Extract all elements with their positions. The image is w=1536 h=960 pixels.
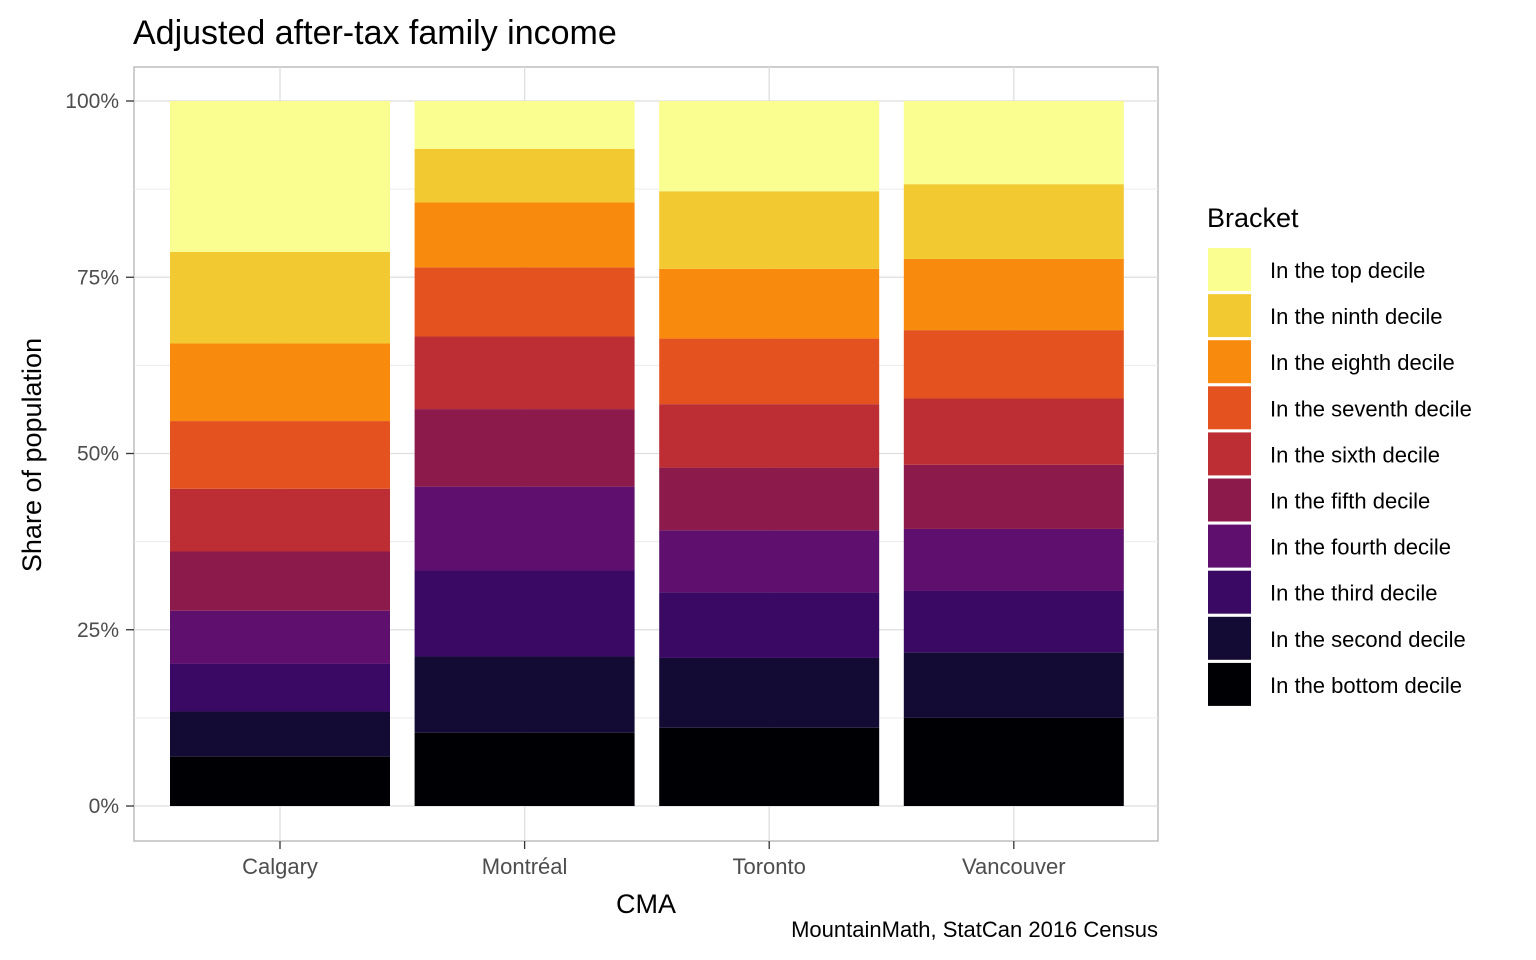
- bar-segment: [903, 717, 1124, 806]
- bar-segment: [414, 486, 635, 571]
- bar-segment: [414, 570, 635, 657]
- y-tick-label: 25%: [77, 619, 119, 642]
- y-tick-label: 100%: [65, 90, 119, 113]
- bar-segment: [903, 528, 1124, 591]
- bar-segment: [903, 258, 1124, 331]
- legend-title: Bracket: [1207, 203, 1299, 233]
- x-tick-label: Montréal: [482, 854, 568, 879]
- bar-segment: [170, 343, 390, 422]
- bar-segment: [170, 421, 390, 489]
- bar-segment: [659, 404, 880, 468]
- bar-segment: [170, 251, 390, 344]
- bar-segment: [903, 330, 1124, 399]
- legend-swatch: [1208, 294, 1251, 338]
- x-tick-label: Toronto: [733, 854, 806, 879]
- legend-swatch: [1208, 386, 1251, 430]
- bar-segment: [903, 590, 1124, 653]
- bar-segment: [903, 398, 1124, 465]
- bar-segment: [659, 727, 880, 806]
- x-tick-label: Calgary: [242, 854, 318, 879]
- bar-segment: [414, 267, 635, 337]
- bar-segment: [170, 711, 390, 757]
- legend-items: In the top decile In the ninth decile In t…: [1208, 248, 1472, 706]
- bar-segment: [903, 464, 1124, 529]
- y-axis-title: Share of population: [17, 338, 47, 572]
- legend-label: In the sixth decile: [1270, 442, 1440, 467]
- bar-segment: [170, 756, 390, 806]
- legend-swatch: [1208, 478, 1251, 522]
- legend-label: In the seventh decile: [1270, 396, 1472, 421]
- bar-segment: [659, 467, 880, 531]
- bar-segment: [903, 101, 1124, 185]
- bar-segment: [414, 336, 635, 410]
- y-tick-label: 0%: [89, 795, 119, 818]
- bar-segment: [659, 592, 880, 658]
- bar-segment: [170, 551, 390, 611]
- legend-label: In the second decile: [1270, 627, 1466, 652]
- bar-segment: [659, 338, 880, 405]
- bar-segment: [659, 530, 880, 593]
- legend-swatch: [1208, 432, 1251, 476]
- legend-swatch: [1208, 570, 1251, 614]
- bar-segment: [414, 732, 635, 806]
- x-tick-label: Vancouver: [962, 854, 1066, 879]
- bar-segment: [414, 101, 635, 149]
- legend: Bracket In the top decile In the ninth de…: [1207, 203, 1472, 706]
- bar-segment: [170, 488, 390, 552]
- chart-title: Adjusted after-tax family income: [133, 14, 617, 52]
- legend-label: In the ninth decile: [1270, 304, 1442, 329]
- chart-caption: MountainMath, StatCan 2016 Census: [791, 917, 1158, 942]
- bars-layer: [170, 101, 1124, 806]
- bar-segment: [903, 184, 1124, 259]
- legend-label: In the fourth decile: [1270, 535, 1451, 560]
- y-tick-label: 50%: [77, 443, 119, 466]
- legend-label: In the eighth decile: [1270, 350, 1455, 375]
- bar-segment: [414, 656, 635, 733]
- bar-segment: [170, 663, 390, 712]
- legend-label: In the bottom decile: [1270, 673, 1462, 698]
- bar-segment: [414, 409, 635, 487]
- legend-swatch: [1208, 616, 1251, 660]
- bar-segment: [659, 268, 880, 339]
- bar-segment: [414, 202, 635, 268]
- bar-segment: [903, 652, 1124, 718]
- legend-swatch: [1208, 524, 1251, 568]
- legend-swatch: [1208, 340, 1251, 384]
- bar-segment: [170, 610, 390, 664]
- bar-segment: [659, 657, 880, 728]
- y-tick-label: 75%: [77, 266, 119, 289]
- legend-label: In the third decile: [1270, 581, 1438, 606]
- legend-swatch: [1208, 248, 1251, 291]
- bar-segment: [414, 148, 635, 203]
- y-axis: 0% 25% 50% 75% 100%: [65, 90, 134, 818]
- bar-segment: [659, 101, 880, 192]
- bar-segment: [659, 191, 880, 269]
- legend-swatch: [1208, 662, 1251, 706]
- legend-label: In the fifth decile: [1270, 489, 1430, 514]
- legend-label: In the top decile: [1270, 258, 1425, 283]
- x-axis: Calgary Montréal Toronto Vancouver: [242, 841, 1066, 879]
- bar-segment: [170, 101, 390, 252]
- x-axis-title: CMA: [616, 889, 676, 919]
